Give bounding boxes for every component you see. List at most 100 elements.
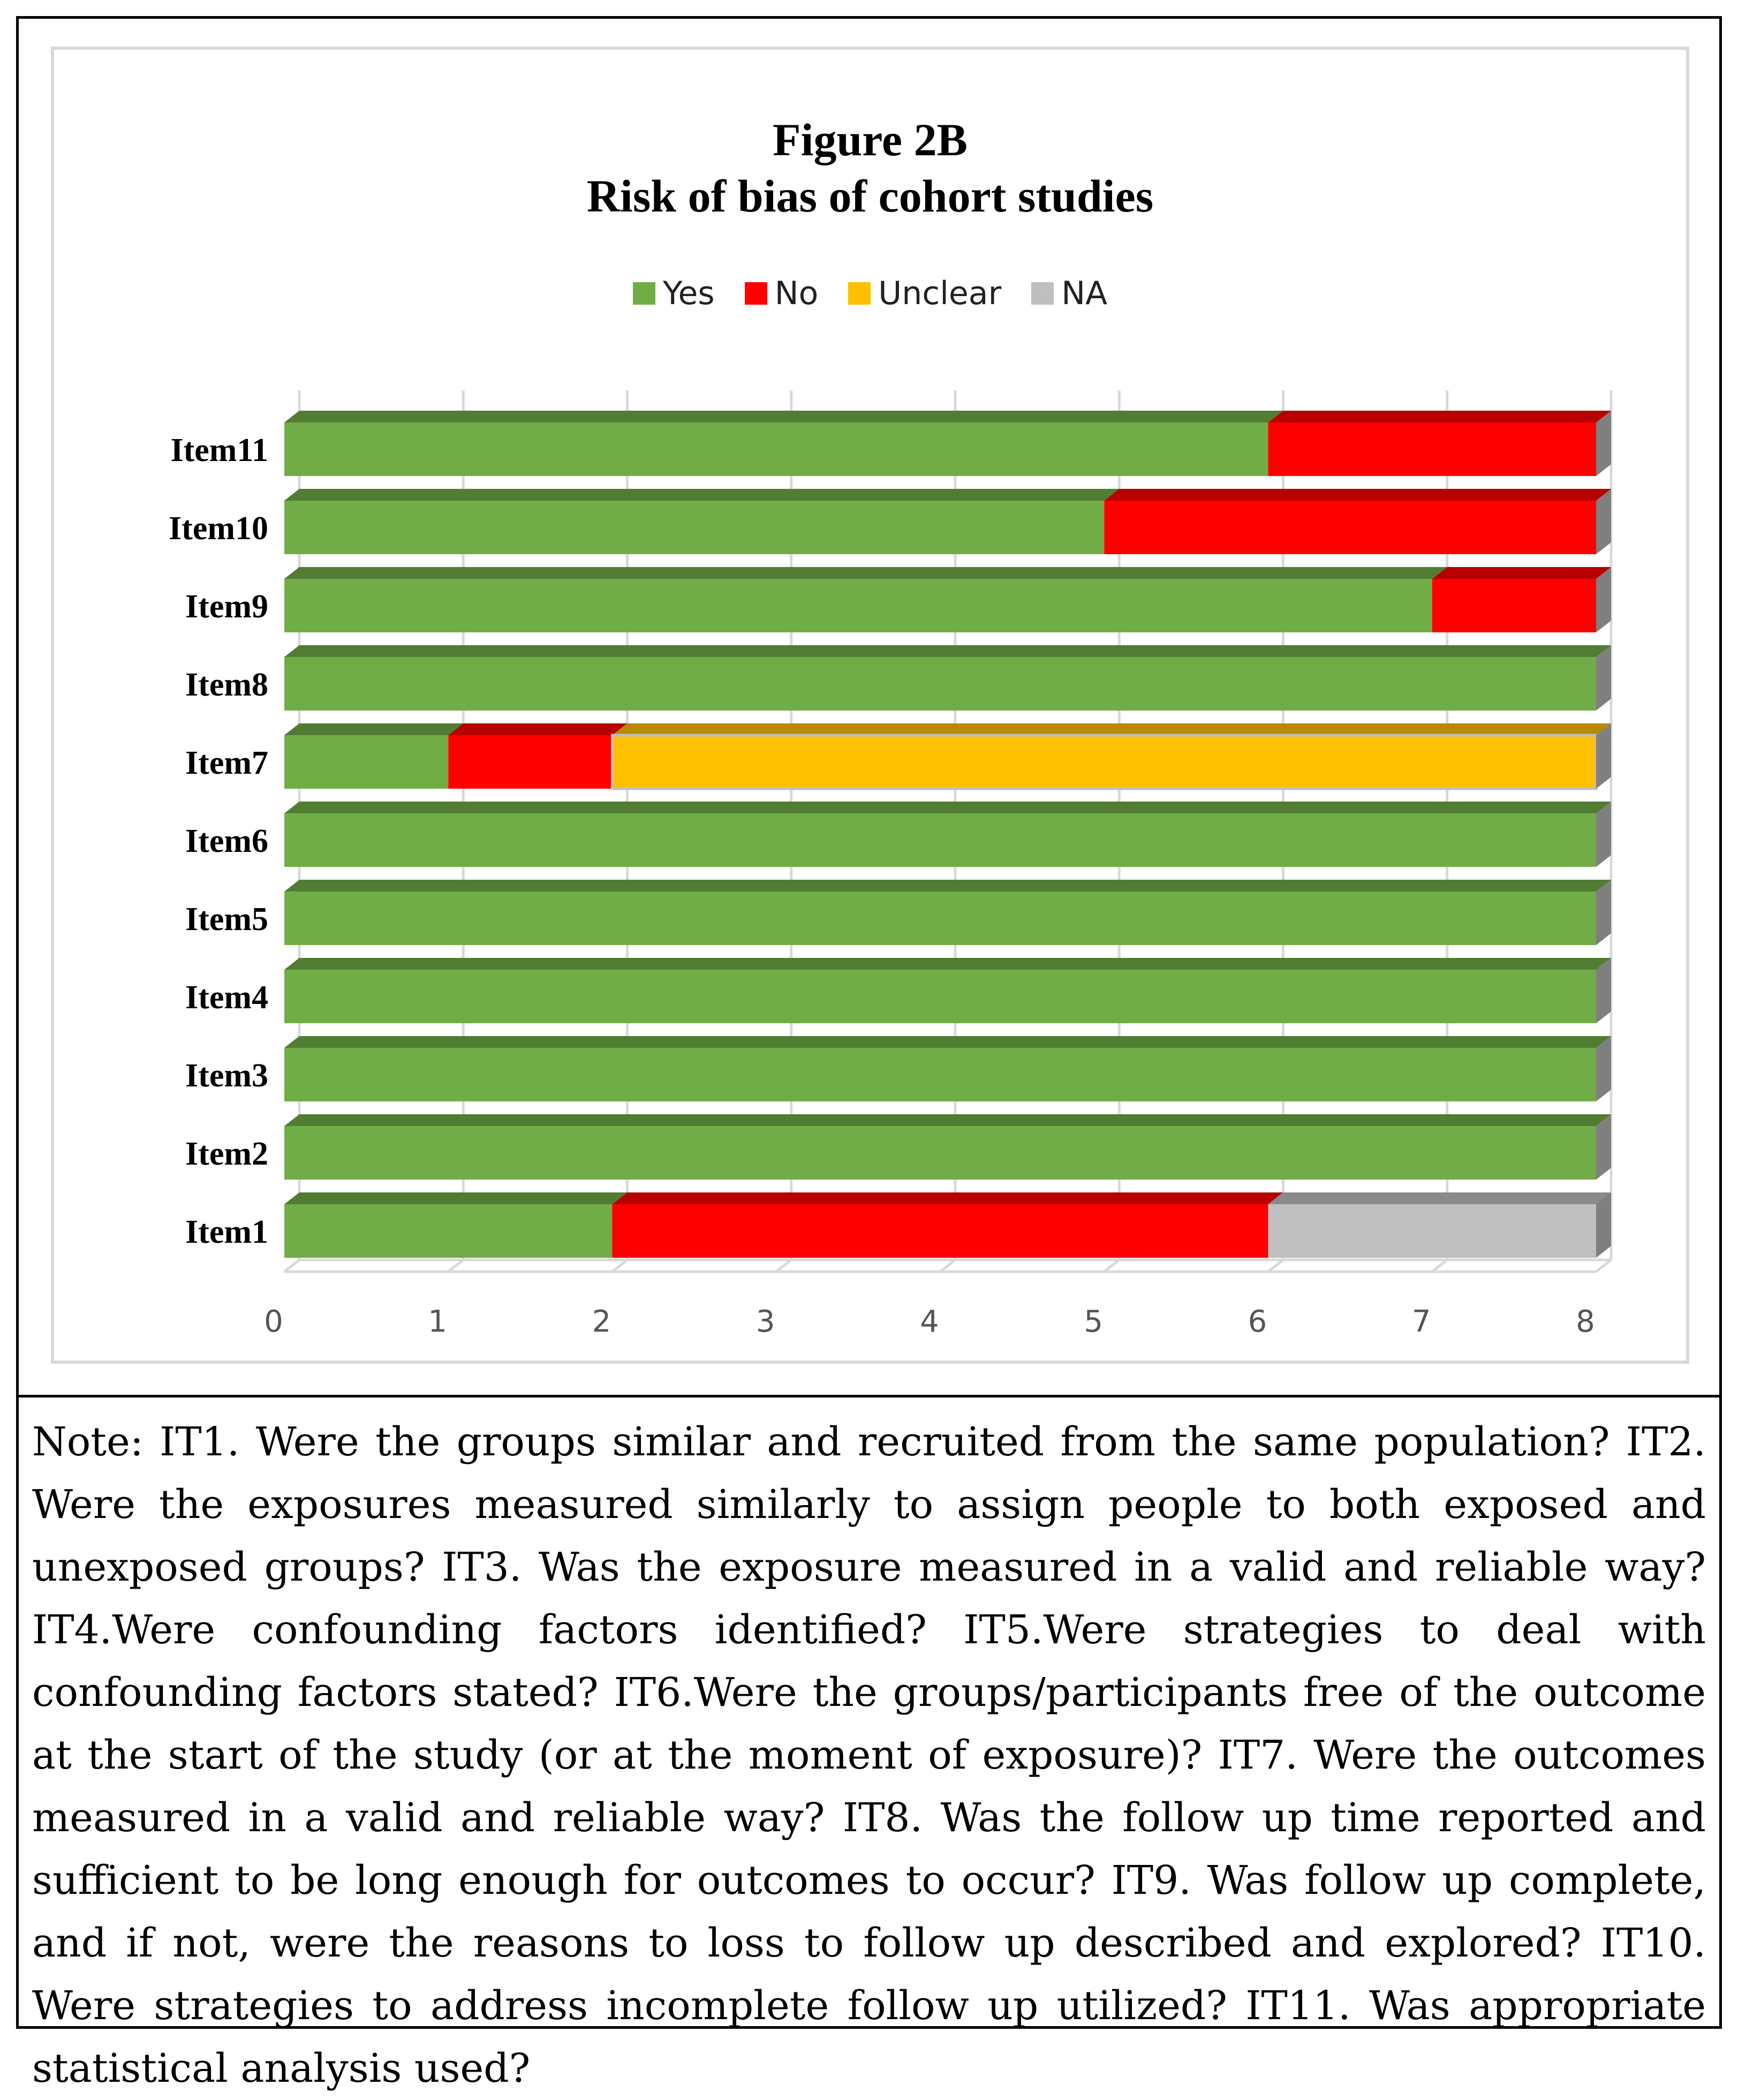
bar-top-item8-yes bbox=[284, 645, 1611, 657]
y-tick-label: Item1 bbox=[185, 1214, 268, 1250]
bar-side-item10 bbox=[1596, 489, 1611, 554]
bar-top-item5-yes bbox=[284, 880, 1611, 892]
x-tick-label: 3 bbox=[756, 1304, 775, 1339]
bar-side-item2 bbox=[1596, 1114, 1611, 1180]
bar-item7-unclear bbox=[611, 734, 1598, 790]
bar-top-item10-no bbox=[1104, 489, 1611, 501]
x-tick-label: 7 bbox=[1412, 1304, 1431, 1339]
x-tick-label: 5 bbox=[1084, 1304, 1103, 1339]
x-tick-label: 8 bbox=[1576, 1304, 1595, 1339]
bar-top-item7-yes bbox=[284, 723, 464, 735]
floor-tick bbox=[1595, 1259, 1612, 1273]
legend-label: NA bbox=[1061, 275, 1108, 312]
bar-row-item2 bbox=[284, 1114, 1611, 1180]
bar-top-item7-unclear bbox=[612, 723, 1611, 735]
bar-top-item1-na bbox=[1268, 1192, 1611, 1204]
bar-item8-yes bbox=[284, 657, 1596, 711]
legend-item-unclear: Unclear bbox=[848, 275, 1001, 312]
legend-item-yes: Yes bbox=[632, 275, 715, 312]
floor-tick bbox=[447, 1259, 464, 1273]
bar-item11-yes bbox=[284, 422, 1268, 476]
chart-area: Figure 2B Risk of bias of cohort studies… bbox=[51, 47, 1689, 1364]
bar-item1-na bbox=[1268, 1204, 1596, 1258]
bar-side-item8 bbox=[1596, 645, 1611, 711]
y-tick-label: Item8 bbox=[185, 667, 268, 703]
legend-swatch bbox=[848, 282, 871, 305]
bar-top-item4-yes bbox=[284, 958, 1611, 970]
bar-side-item4 bbox=[1596, 958, 1611, 1023]
x-tick-label: 0 bbox=[264, 1304, 283, 1339]
y-tick-label: Item5 bbox=[185, 901, 268, 938]
bar-top-item11-no bbox=[1268, 411, 1611, 422]
chart-legend: Yes No Unclear NA bbox=[54, 275, 1686, 312]
bar-row-item1 bbox=[284, 1192, 1611, 1258]
bar-row-item8 bbox=[284, 645, 1611, 711]
bar-side-item11 bbox=[1596, 411, 1611, 476]
y-tick-label: Item6 bbox=[185, 823, 268, 859]
bar-row-item11 bbox=[284, 411, 1611, 476]
bar-item5-yes bbox=[284, 892, 1596, 945]
x-tick-label: 6 bbox=[1248, 1304, 1267, 1339]
bar-row-item7 bbox=[284, 723, 1611, 790]
y-tick-label: Item9 bbox=[185, 588, 268, 625]
bar-side-item3 bbox=[1596, 1036, 1611, 1101]
bar-top-item10-yes bbox=[284, 489, 1120, 501]
y-tick-label: Item11 bbox=[170, 432, 268, 469]
bar-plot: Item11Item10Item9Item8Item7Item6Item5Ite… bbox=[169, 390, 1613, 1339]
bar-item4-yes bbox=[284, 970, 1596, 1023]
bar-top-item11-yes bbox=[284, 411, 1283, 422]
bar-row-item3 bbox=[284, 1036, 1611, 1101]
bar-side-item5 bbox=[1596, 880, 1611, 945]
bar-item10-no bbox=[1104, 501, 1596, 554]
bar-top-item1-no bbox=[612, 1192, 1283, 1204]
bar-item6-yes bbox=[284, 813, 1596, 867]
bar-top-item9-no bbox=[1432, 567, 1611, 579]
bar-row-item5 bbox=[284, 880, 1611, 945]
x-tick-label: 2 bbox=[592, 1304, 611, 1339]
bar-item7-no bbox=[448, 735, 613, 789]
y-tick-label: Item10 bbox=[169, 510, 268, 547]
bar-top-item2-yes bbox=[284, 1114, 1611, 1126]
figure-frame: Figure 2B Risk of bias of cohort studies… bbox=[16, 16, 1722, 2091]
floor-tick bbox=[1267, 1259, 1284, 1273]
bar-item10-yes bbox=[284, 501, 1105, 554]
bar-side-item1 bbox=[1596, 1192, 1611, 1258]
bars bbox=[284, 411, 1611, 1258]
floor-tick bbox=[939, 1259, 956, 1273]
legend-swatch bbox=[744, 282, 767, 305]
bar-item11-no bbox=[1268, 422, 1596, 476]
bar-item2-yes bbox=[284, 1126, 1596, 1180]
floor-tick bbox=[283, 1259, 300, 1273]
bar-top-item3-yes bbox=[284, 1036, 1611, 1048]
bar-top-item1-yes bbox=[284, 1192, 628, 1204]
chart-title: Figure 2B bbox=[773, 114, 968, 165]
figure-note: Note: IT1. Were the groups similar and r… bbox=[32, 1419, 1706, 2091]
legend-item-na: NA bbox=[1031, 275, 1107, 312]
bar-item1-no bbox=[612, 1204, 1268, 1258]
y-tick-label: Item4 bbox=[185, 979, 268, 1016]
bar-item9-yes bbox=[284, 579, 1432, 632]
legend-swatch bbox=[632, 282, 655, 305]
bar-side-item9 bbox=[1596, 567, 1611, 632]
bar-item9-no bbox=[1432, 579, 1596, 632]
x-tick-label: 1 bbox=[428, 1304, 447, 1339]
y-tick-label: Item7 bbox=[185, 745, 268, 781]
floor-tick bbox=[611, 1259, 629, 1273]
chart-subtitle: Risk of bias of cohort studies bbox=[586, 170, 1154, 222]
bar-top-item6-yes bbox=[284, 802, 1611, 813]
bar-side-item6 bbox=[1596, 802, 1611, 867]
bar-row-item4 bbox=[284, 958, 1611, 1023]
bar-item7-yes bbox=[284, 735, 449, 789]
bar-side-item7 bbox=[1596, 723, 1611, 789]
bar-item1-yes bbox=[284, 1204, 613, 1258]
legend-swatch bbox=[1031, 282, 1054, 305]
bar-row-item9 bbox=[284, 567, 1611, 632]
floor-tick bbox=[775, 1259, 792, 1273]
x-tick-label: 4 bbox=[920, 1304, 939, 1339]
legend-label: Unclear bbox=[878, 275, 1002, 312]
y-tick-label: Item3 bbox=[185, 1057, 268, 1094]
legend-label: Yes bbox=[662, 275, 715, 312]
floor-tick bbox=[1431, 1259, 1448, 1273]
bar-row-item10 bbox=[284, 489, 1611, 554]
bar-item3-yes bbox=[284, 1048, 1596, 1101]
